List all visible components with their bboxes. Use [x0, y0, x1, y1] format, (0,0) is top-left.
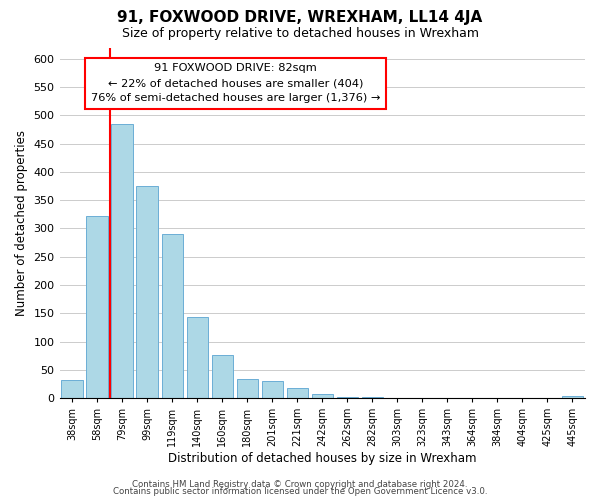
Bar	[262, 381, 283, 398]
Bar	[61, 380, 83, 398]
X-axis label: Distribution of detached houses by size in Wrexham: Distribution of detached houses by size …	[168, 452, 476, 465]
Text: 91 FOXWOOD DRIVE: 82sqm
← 22% of detached houses are smaller (404)
76% of semi-d: 91 FOXWOOD DRIVE: 82sqm ← 22% of detache…	[91, 64, 380, 103]
Bar	[112, 124, 133, 398]
Bar	[337, 397, 358, 398]
Bar	[86, 216, 108, 398]
Bar	[161, 234, 183, 398]
Bar	[562, 396, 583, 398]
Bar	[287, 388, 308, 398]
Bar	[187, 316, 208, 398]
Text: 91, FOXWOOD DRIVE, WREXHAM, LL14 4JA: 91, FOXWOOD DRIVE, WREXHAM, LL14 4JA	[118, 10, 482, 25]
Bar	[311, 394, 333, 398]
Y-axis label: Number of detached properties: Number of detached properties	[15, 130, 28, 316]
Text: Contains HM Land Registry data © Crown copyright and database right 2024.: Contains HM Land Registry data © Crown c…	[132, 480, 468, 489]
Text: Size of property relative to detached houses in Wrexham: Size of property relative to detached ho…	[121, 28, 479, 40]
Bar	[212, 355, 233, 398]
Bar	[236, 380, 258, 398]
Text: Contains public sector information licensed under the Open Government Licence v3: Contains public sector information licen…	[113, 488, 487, 496]
Bar	[136, 186, 158, 398]
